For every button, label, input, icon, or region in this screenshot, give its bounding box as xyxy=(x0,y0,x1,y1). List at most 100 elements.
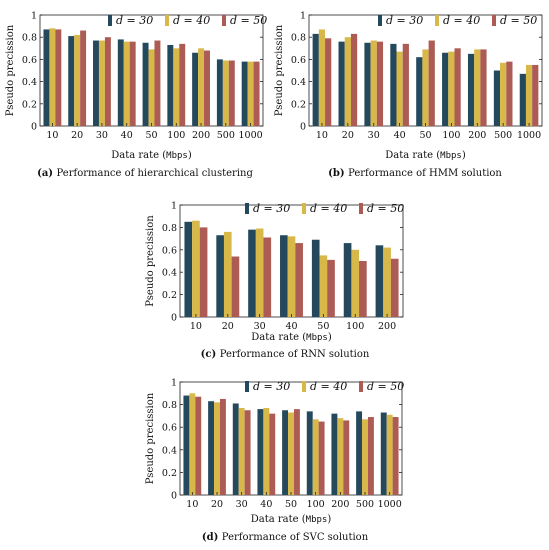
x-tick-label: 100 xyxy=(307,499,325,510)
bar-a-30-s1 xyxy=(93,40,99,126)
legend-swatch xyxy=(245,381,249,392)
x-tick-label: 30 xyxy=(254,321,266,332)
bar-d-30-s1 xyxy=(232,403,239,495)
bar-d-20-s2 xyxy=(214,402,220,495)
bar-a-1000-s3 xyxy=(253,61,260,127)
bar-c-50-s2 xyxy=(319,255,328,317)
legend: d = 30 d = 40 d = 50 xyxy=(245,202,404,215)
bar-d-1000-s3 xyxy=(392,417,399,495)
x-axis-label: Data rate (Mbps) xyxy=(251,332,332,343)
bar-c-30-s2 xyxy=(255,228,264,317)
x-tick-label: 50 xyxy=(145,130,157,141)
bar-c-20-s2 xyxy=(223,231,232,317)
x-tick-label: 20 xyxy=(71,130,83,141)
caption: (c) Performance of RNN solution xyxy=(201,349,370,360)
bar-a-100-s3 xyxy=(179,43,186,126)
x-tick-label: 40 xyxy=(260,499,272,510)
y-tick-label: 0.2 xyxy=(162,290,177,301)
bar-a-50-s1 xyxy=(142,42,149,126)
bar-d-10-s2 xyxy=(189,393,196,495)
x-tick-label: 500 xyxy=(494,130,512,141)
legend-entry: d = 30 xyxy=(253,202,290,215)
chart-c: 0 0.2 0.4 0.6 0.8 1 10 20 30 40 50 100 200 Pseudo pre… xyxy=(145,201,404,361)
bar-d-100-s2 xyxy=(312,419,319,495)
x-tick-label: 1000 xyxy=(517,130,541,141)
bar-a-100-s2 xyxy=(173,48,180,126)
x-tick-label: 50 xyxy=(317,321,329,332)
bar-a-200-s1 xyxy=(192,52,199,126)
bar-c-20-s1 xyxy=(216,235,224,317)
chart-d: 0 0.2 0.4 0.6 0.8 1 10 20 30 40 50 100 200 500 1000 Pse… xyxy=(145,378,404,544)
x-tick-label: 40 xyxy=(285,321,297,332)
legend-entry: d = 30 xyxy=(253,380,290,393)
bar-b-10-s1 xyxy=(312,33,319,127)
legend-entry: d = 50 xyxy=(230,14,267,27)
bar-c-100-s1 xyxy=(343,243,352,317)
bar-d-10-s3 xyxy=(195,396,202,495)
legend-entry: d = 50 xyxy=(367,380,404,393)
x-tick-label: 30 xyxy=(368,130,380,141)
legend-entry: d = 40 xyxy=(443,14,480,27)
bar-a-20-s3 xyxy=(80,30,87,126)
x-axis-label: Data rate (Mbps) xyxy=(251,514,332,525)
bar-a-50-s2 xyxy=(148,49,155,126)
bar-b-500-s3 xyxy=(506,61,513,127)
y-tick-label: 0.2 xyxy=(22,99,37,110)
legend: d = 30 d = 40 d = 50 xyxy=(108,14,267,27)
x-axis-label: Data rate (Mbps) xyxy=(111,150,192,161)
y-tick-label: 0.4 xyxy=(291,77,306,88)
bar-c-100-s2 xyxy=(351,249,360,317)
legend-swatch xyxy=(378,15,382,26)
bar-b-40-s3 xyxy=(402,43,409,126)
legend-swatch xyxy=(245,203,249,214)
y-tick-label: 0.6 xyxy=(22,55,37,66)
bar-a-20-s2 xyxy=(74,34,81,127)
y-tick-label: 0 xyxy=(300,122,306,133)
chart-a: 0 0.2 0.4 0.6 0.8 1 10 20 30 40 50 100 200 500 1000 Pse… xyxy=(5,11,267,180)
bar-b-40-s1 xyxy=(390,43,397,126)
bar-d-500-s1 xyxy=(356,411,363,495)
bar-d-100-s3 xyxy=(318,421,325,495)
bar-d-20-s1 xyxy=(208,401,215,495)
bar-b-20-s3 xyxy=(350,33,358,127)
bar-b-1000-s3 xyxy=(532,64,539,126)
x-tick-label: 200 xyxy=(378,321,396,332)
y-tick-label: 0.8 xyxy=(162,400,177,411)
bar-a-500-s3 xyxy=(228,60,235,127)
bar-d-30-s2 xyxy=(238,407,245,495)
bar-a-10-s1 xyxy=(43,29,50,126)
bar-d-50-s1 xyxy=(282,410,289,495)
y-tick-label: 0.8 xyxy=(22,33,37,44)
bar-c-50-s1 xyxy=(311,239,320,317)
caption: (d) Performance of SVC solution xyxy=(202,532,369,543)
caption: (a) Performance of hierarchical clusteri… xyxy=(37,168,253,179)
x-tick-label: 1000 xyxy=(378,499,402,510)
bar-b-100-s2 xyxy=(448,51,455,126)
x-tick-label: 20 xyxy=(342,130,354,141)
x-axis-label: Data rate (Mbps) xyxy=(385,150,466,161)
bar-a-40-s3 xyxy=(129,41,136,126)
x-tick-label: 20 xyxy=(211,499,223,510)
legend-swatch xyxy=(359,203,363,214)
legend-swatch xyxy=(302,381,306,392)
bar-d-50-s2 xyxy=(288,412,294,495)
bar-a-40-s1 xyxy=(117,39,124,126)
bar-b-200-s2 xyxy=(474,49,481,126)
bar-c-200-s3 xyxy=(390,258,399,317)
bar-c-20-s3 xyxy=(231,256,240,317)
y-tick-label: 0 xyxy=(31,122,37,133)
legend-swatch xyxy=(435,15,439,26)
x-tick-label: 100 xyxy=(167,130,185,141)
bar-a-200-s2 xyxy=(198,48,205,126)
bar-d-1000-s1 xyxy=(380,412,387,495)
legend-swatch xyxy=(108,15,112,26)
legend-entry: d = 40 xyxy=(310,202,347,215)
bar-d-40-s1 xyxy=(257,409,264,495)
x-tick-label: 50 xyxy=(285,499,297,510)
y-tick-label: 0 xyxy=(171,491,177,502)
bar-b-30-s1 xyxy=(364,42,371,126)
bar-a-100-s1 xyxy=(167,44,174,126)
x-tick-label: 200 xyxy=(331,499,349,510)
bar-c-40-s1 xyxy=(280,235,288,317)
bar-b-100-s1 xyxy=(442,52,449,126)
